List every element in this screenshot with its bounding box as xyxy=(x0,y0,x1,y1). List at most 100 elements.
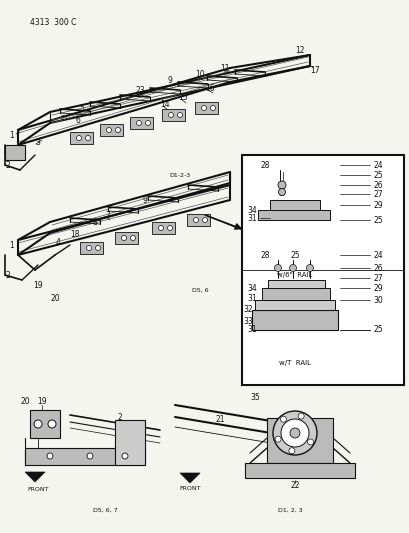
Text: 28: 28 xyxy=(260,251,269,260)
Text: 19: 19 xyxy=(33,280,43,289)
Text: 9: 9 xyxy=(142,196,147,205)
Polygon shape xyxy=(80,242,103,254)
Text: 20: 20 xyxy=(20,398,30,407)
Circle shape xyxy=(177,112,182,117)
Polygon shape xyxy=(254,300,334,310)
Polygon shape xyxy=(25,448,145,465)
Text: 31: 31 xyxy=(247,214,256,222)
Circle shape xyxy=(272,411,316,455)
Text: 25: 25 xyxy=(372,326,382,335)
Polygon shape xyxy=(130,117,153,129)
Polygon shape xyxy=(267,280,324,288)
Circle shape xyxy=(168,112,173,117)
Text: 9: 9 xyxy=(167,76,172,85)
Polygon shape xyxy=(257,210,329,220)
Circle shape xyxy=(288,448,294,454)
Circle shape xyxy=(289,428,299,438)
Text: 15: 15 xyxy=(178,93,187,101)
Text: 31: 31 xyxy=(247,294,256,303)
Text: 26: 26 xyxy=(372,181,382,190)
Text: 26: 26 xyxy=(372,263,382,272)
Text: D5, 6: D5, 6 xyxy=(191,287,208,293)
Text: 24: 24 xyxy=(372,160,382,169)
Text: 25: 25 xyxy=(372,215,382,224)
Text: 3: 3 xyxy=(36,138,40,147)
Polygon shape xyxy=(270,200,319,210)
Text: 5: 5 xyxy=(79,103,84,112)
Polygon shape xyxy=(261,288,329,300)
Text: 25: 25 xyxy=(290,251,299,260)
Polygon shape xyxy=(180,473,200,483)
Text: 23: 23 xyxy=(135,85,144,94)
Polygon shape xyxy=(5,145,25,160)
Polygon shape xyxy=(115,420,145,465)
Circle shape xyxy=(280,419,308,447)
Circle shape xyxy=(86,246,91,251)
Circle shape xyxy=(136,120,141,125)
Circle shape xyxy=(167,225,172,230)
Text: 6: 6 xyxy=(75,116,80,125)
Text: 24: 24 xyxy=(372,251,382,260)
Circle shape xyxy=(87,453,93,459)
Text: 7: 7 xyxy=(105,211,110,220)
Text: 27: 27 xyxy=(372,190,382,198)
Text: 2: 2 xyxy=(6,271,10,279)
Text: 1: 1 xyxy=(9,240,14,249)
Polygon shape xyxy=(187,214,209,226)
Circle shape xyxy=(201,106,206,110)
Text: 2: 2 xyxy=(6,160,10,169)
Polygon shape xyxy=(245,463,354,478)
Circle shape xyxy=(121,236,126,240)
Circle shape xyxy=(106,127,111,133)
Text: 17: 17 xyxy=(310,66,319,75)
Circle shape xyxy=(202,217,207,222)
Text: 2: 2 xyxy=(117,414,122,423)
Text: D1, 2, 3: D1, 2, 3 xyxy=(277,507,302,513)
Text: D1-2-3: D1-2-3 xyxy=(169,173,190,177)
Polygon shape xyxy=(252,310,337,330)
Circle shape xyxy=(210,106,215,110)
Text: FRONT: FRONT xyxy=(179,487,200,491)
Text: 28: 28 xyxy=(260,160,269,169)
Polygon shape xyxy=(162,109,184,121)
Polygon shape xyxy=(195,102,218,114)
Circle shape xyxy=(95,246,100,251)
Text: 29: 29 xyxy=(372,200,382,209)
Circle shape xyxy=(274,264,281,271)
Circle shape xyxy=(280,416,286,422)
Circle shape xyxy=(85,135,90,141)
Text: 4: 4 xyxy=(56,238,60,246)
Circle shape xyxy=(47,453,53,459)
Text: 19: 19 xyxy=(37,398,47,407)
Circle shape xyxy=(122,453,128,459)
Text: 22: 22 xyxy=(290,481,299,490)
Polygon shape xyxy=(25,472,45,482)
Text: w/6"  RAIL: w/6" RAIL xyxy=(276,272,312,278)
Circle shape xyxy=(115,127,120,133)
Circle shape xyxy=(34,420,42,428)
Circle shape xyxy=(48,420,56,428)
Circle shape xyxy=(274,436,281,442)
Circle shape xyxy=(193,217,198,222)
Circle shape xyxy=(297,413,303,419)
Text: 20: 20 xyxy=(50,294,60,303)
Bar xyxy=(241,155,403,385)
Text: 30: 30 xyxy=(372,295,382,304)
Polygon shape xyxy=(30,410,60,438)
Text: w/T  RAIL: w/T RAIL xyxy=(278,360,310,366)
Text: 25: 25 xyxy=(372,171,382,180)
Circle shape xyxy=(145,120,150,125)
Text: 11: 11 xyxy=(220,63,229,72)
Text: 35: 35 xyxy=(249,392,259,401)
Circle shape xyxy=(289,264,296,271)
Text: D5, 6, 7: D5, 6, 7 xyxy=(92,507,117,513)
Circle shape xyxy=(307,439,313,445)
Circle shape xyxy=(306,264,313,271)
Text: 21: 21 xyxy=(61,115,69,121)
Text: 21: 21 xyxy=(215,416,224,424)
Circle shape xyxy=(277,181,285,189)
Text: 18: 18 xyxy=(70,230,80,238)
Text: 8: 8 xyxy=(92,217,97,227)
Text: 12: 12 xyxy=(294,45,304,54)
Polygon shape xyxy=(100,124,123,136)
